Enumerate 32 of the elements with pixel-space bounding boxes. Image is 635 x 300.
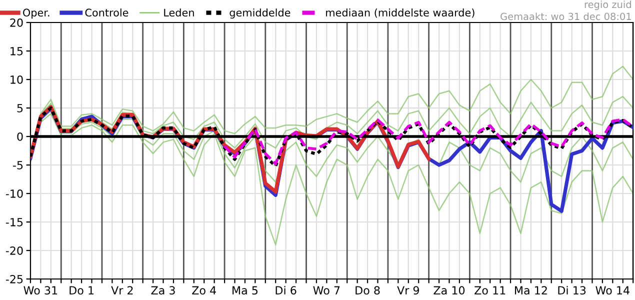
x-tick-label: Za 10 (434, 286, 465, 295)
y-tick-label: -15 (6, 218, 23, 226)
x-tick-label: Vr 9 (397, 286, 419, 295)
y-tick-label: 20 (10, 18, 23, 27)
y-tick-label: 0 (17, 132, 23, 141)
x-tick-label: Zo 11 (474, 286, 506, 295)
x-tick-label: Wo 31 (24, 286, 58, 295)
y-tick-label: -25 (6, 274, 23, 284)
y-tick-label: 15 (10, 47, 23, 56)
x-tick-label: Do 1 (70, 286, 94, 295)
x-tick-label: Di 6 (276, 286, 296, 295)
x-tick-label: Za 3 (151, 286, 175, 295)
x-tick-label: Ma 5 (232, 286, 258, 295)
legend-label: Oper. (23, 8, 50, 19)
legend-label: Controle (85, 8, 128, 17)
legend-label: Leden (164, 8, 194, 17)
y-tick-label: 10 (10, 75, 23, 84)
y-tick-label: -20 (6, 246, 23, 255)
y-tick-label: -5 (13, 161, 23, 170)
x-tick-label: Wo 7 (313, 286, 340, 295)
y-tick-label: 5 (17, 104, 23, 112)
y-tick-label: -10 (6, 189, 23, 198)
legend-label: gemiddelde (230, 8, 290, 19)
x-tick-label: Do 8 (356, 286, 380, 295)
text: regio zuid (584, 0, 631, 10)
x-tick-label: Zo 4 (192, 286, 216, 295)
legend-label: mediaan (middelste waarde) (326, 8, 474, 18)
x-tick-label: Ma 12 (515, 286, 547, 295)
x-tick-label: Wo 14 (596, 286, 630, 295)
x-tick-label: Vr 2 (111, 286, 133, 294)
text: Gemaakt: wo 31 dec 08:01 (500, 12, 631, 20)
x-tick-label: Di 13 (558, 286, 586, 295)
